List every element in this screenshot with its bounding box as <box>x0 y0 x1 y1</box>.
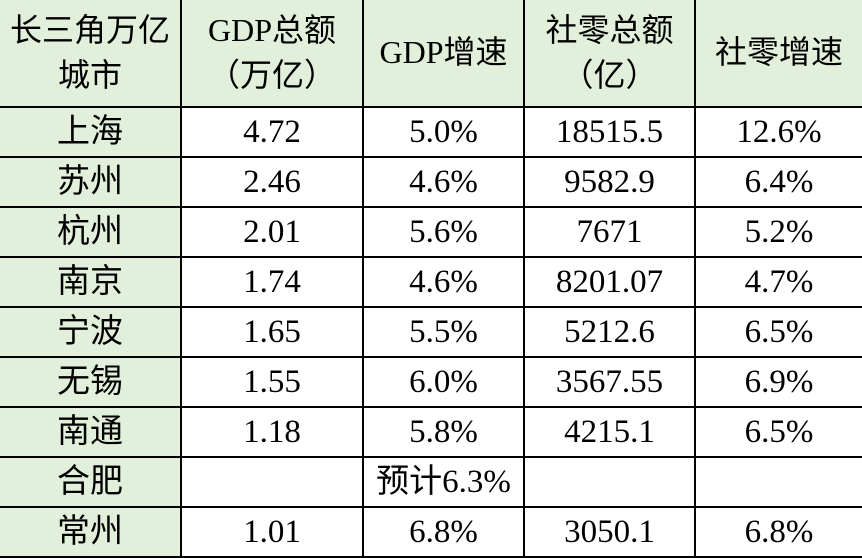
city-cell: 合肥 <box>0 456 182 508</box>
table-row: 南通 1.18 5.8% 4215.1 6.5% <box>0 406 862 458</box>
retail-growth-cell: 6.4% <box>694 156 862 208</box>
header-city: 长三角万亿 城市 <box>0 0 182 108</box>
table-row: 宁波 1.65 5.5% 5212.6 6.5% <box>0 306 862 358</box>
city-cell: 南京 <box>0 256 182 308</box>
gdp-growth-cell: 5.8% <box>362 406 525 458</box>
header-gdp-growth: GDP增速 <box>362 0 525 108</box>
gdp-cell: 2.01 <box>180 206 364 258</box>
table-row: 南京 1.74 4.6% 8201.07 4.7% <box>0 256 862 308</box>
city-cell: 杭州 <box>0 206 182 258</box>
gdp-growth-cell: 4.6% <box>362 156 525 208</box>
retail-growth-cell <box>694 456 862 508</box>
gdp-cell: 1.74 <box>180 256 364 308</box>
city-cell: 宁波 <box>0 306 182 358</box>
retail-growth-cell: 5.2% <box>694 206 862 258</box>
retail-cell <box>523 456 696 508</box>
gdp-cell: 1.01 <box>180 506 364 558</box>
retail-cell: 3050.1 <box>523 506 696 558</box>
retail-cell: 4215.1 <box>523 406 696 458</box>
header-gdp-total: GDP总额 （万亿） <box>180 0 364 108</box>
gdp-cell: 1.18 <box>180 406 364 458</box>
table-row: 杭州 2.01 5.6% 7671 5.2% <box>0 206 862 258</box>
gdp-cell <box>180 456 364 508</box>
gdp-cell: 2.46 <box>180 156 364 208</box>
header-retail-total: 社零总额 （亿） <box>523 0 696 108</box>
table-row: 合肥 预计6.3% <box>0 456 862 508</box>
retail-cell: 9582.9 <box>523 156 696 208</box>
table-row: 苏州 2.46 4.6% 9582.9 6.4% <box>0 156 862 208</box>
retail-cell: 8201.07 <box>523 256 696 308</box>
retail-cell: 18515.5 <box>523 106 696 158</box>
retail-growth-cell: 12.6% <box>694 106 862 158</box>
retail-cell: 7671 <box>523 206 696 258</box>
retail-growth-cell: 6.8% <box>694 506 862 558</box>
gdp-growth-cell: 5.6% <box>362 206 525 258</box>
retail-growth-cell: 4.7% <box>694 256 862 308</box>
city-cell: 无锡 <box>0 356 182 408</box>
gdp-cell: 1.55 <box>180 356 364 408</box>
gdp-cell: 4.72 <box>180 106 364 158</box>
gdp-growth-cell: 4.6% <box>362 256 525 308</box>
city-cell: 常州 <box>0 506 182 558</box>
gdp-growth-cell: 5.0% <box>362 106 525 158</box>
retail-growth-cell: 6.9% <box>694 356 862 408</box>
city-cell: 南通 <box>0 406 182 458</box>
retail-cell: 3567.55 <box>523 356 696 408</box>
table-row: 常州 1.01 6.8% 3050.1 6.8% <box>0 506 862 558</box>
city-cell: 上海 <box>0 106 182 158</box>
retail-growth-cell: 6.5% <box>694 406 862 458</box>
table-row: 上海 4.72 5.0% 18515.5 12.6% <box>0 106 862 158</box>
gdp-growth-cell: 6.8% <box>362 506 525 558</box>
table-row: 无锡 1.55 6.0% 3567.55 6.9% <box>0 356 862 408</box>
header-row: 长三角万亿 城市 GDP总额 （万亿） GDP增速 社零总额 （亿） 社零增速 <box>0 0 862 108</box>
gdp-growth-cell: 6.0% <box>362 356 525 408</box>
gdp-growth-cell: 预计6.3% <box>362 456 525 508</box>
gdp-growth-cell: 5.5% <box>362 306 525 358</box>
retail-growth-cell: 6.5% <box>694 306 862 358</box>
retail-cell: 5212.6 <box>523 306 696 358</box>
gdp-cell: 1.65 <box>180 306 364 358</box>
header-retail-growth: 社零增速 <box>694 0 862 108</box>
city-cell: 苏州 <box>0 156 182 208</box>
